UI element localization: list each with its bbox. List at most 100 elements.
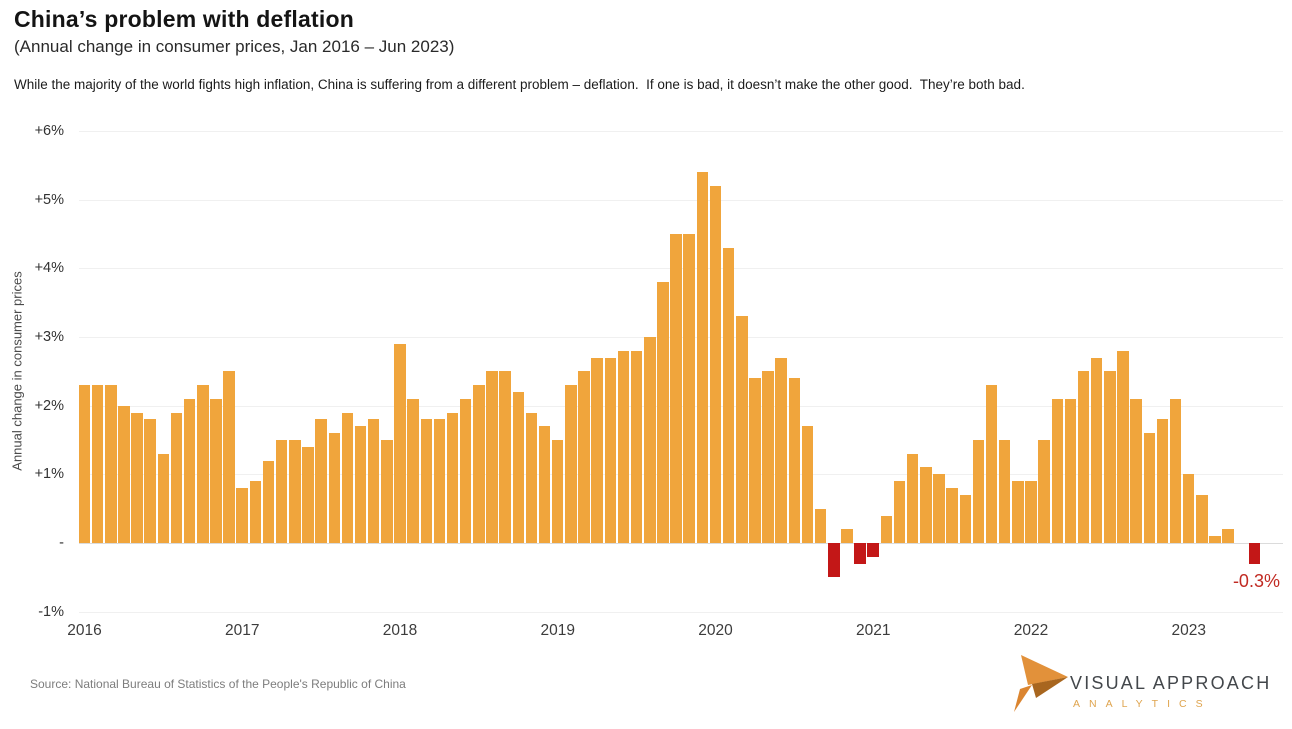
bar [551,439,564,543]
bar [683,233,695,543]
bar [367,419,380,543]
bar [420,419,433,543]
bar [538,426,551,543]
bar [762,371,774,543]
bar [736,316,748,543]
bar [105,385,117,543]
bar [446,412,459,543]
bar [591,357,603,543]
y-axis-tick-label: - [59,535,64,551]
bar [91,385,104,543]
bar [197,385,209,543]
logo-tail-shape [1014,685,1032,712]
y-axis-tick-label: +1% [34,466,64,483]
bar [617,350,630,543]
page-title: China’s problem with deflation [14,6,354,32]
bar [1064,398,1077,543]
bar [630,350,643,543]
bar [998,439,1011,543]
bar [78,385,91,543]
bar [841,529,853,543]
x-axis-year-label: 2023 [1171,622,1206,639]
bar [183,398,196,543]
bar [473,385,485,543]
bar [499,371,511,543]
bar [381,439,393,543]
bar [775,357,787,543]
bar [565,385,577,543]
bar [749,378,761,543]
bar [223,371,235,543]
bar [512,391,525,543]
bar [1117,350,1129,543]
bar [972,439,985,543]
bar [906,453,919,543]
y-axis-tick-label: +2% [34,397,64,414]
logo-wordmark: VISUAL APPROACH [1070,673,1272,693]
bar [1025,481,1037,543]
bar [315,419,327,543]
x-axis-year-label: 2022 [1013,622,1049,639]
y-axis-tick-label: +5% [34,191,64,208]
last-value-annotation: -0.3% [1232,570,1280,591]
visual-approach-logo-icon [1014,655,1068,712]
bar [131,412,143,543]
bar [578,371,590,543]
bar [1104,371,1116,543]
bar [118,405,130,543]
bar [525,412,538,543]
gridline [79,611,1283,613]
bar [893,481,906,543]
bar [933,474,945,543]
y-axis-tick-label: -1% [38,603,64,620]
bar [1038,439,1050,543]
logo-head-shape [1032,677,1068,698]
x-axis-year-label: 2016 [67,622,102,639]
bar [1143,433,1156,543]
bar [354,426,367,543]
bar [867,543,879,557]
bar [236,488,248,543]
bar [394,343,406,543]
bar [302,446,314,543]
bar [604,357,617,543]
bar [1209,536,1221,543]
y-axis-title: Annual change in consumer prices [9,271,25,471]
chart-subtitle: (Annual change in consumer prices, Jan 2… [14,37,455,56]
bar [696,172,709,543]
bar [880,515,893,543]
bar [959,494,971,543]
bar [1182,474,1195,543]
x-axis-year-label: 2019 [540,622,575,639]
bar [709,185,722,543]
chart-description: While the majority of the world fights h… [14,77,1025,92]
bar [275,439,288,543]
bar [1248,543,1261,564]
bar [289,439,301,543]
bar [459,398,472,543]
bar [1012,481,1024,543]
bar [262,460,275,543]
bar [801,426,814,543]
bar [854,543,866,564]
bar [722,247,735,543]
bar [670,233,682,543]
logo-wing-shape [1021,655,1068,685]
bar [433,419,446,543]
bar [1196,494,1208,543]
gridline [79,543,1283,544]
bar [1090,357,1103,543]
bar [985,385,998,543]
bar [328,433,341,543]
bar [407,398,419,543]
bar [1051,398,1064,543]
bar [486,371,498,543]
bar [1156,419,1169,543]
bar [249,481,262,543]
y-axis-tick-label: +3% [34,328,64,345]
bar [1169,398,1182,543]
bar [828,543,840,578]
x-axis-year-label: 2017 [224,622,260,639]
y-axis-tick-label: +6% [34,122,64,139]
